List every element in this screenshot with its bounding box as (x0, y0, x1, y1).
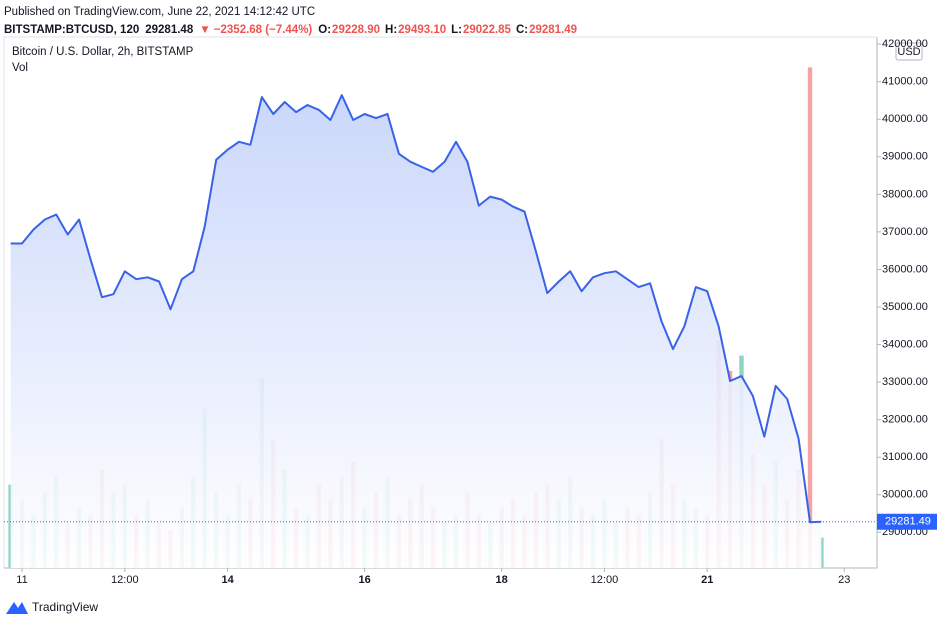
y-tick-label: 33000.00 (882, 376, 928, 388)
legend-vol: Vol (12, 62, 28, 74)
x-tick-label: 12:00 (111, 574, 139, 586)
x-tick-label: 21 (701, 574, 713, 586)
y-tick-label: 37000.00 (882, 226, 928, 238)
y-tick-label: 34000.00 (882, 338, 928, 350)
plot (8, 67, 824, 568)
y-tick-label: 40000.00 (882, 113, 928, 125)
price-line (10, 94, 822, 524)
brand: TradingView (32, 600, 98, 614)
logo (6, 602, 28, 614)
last-price: 29281.48 (145, 24, 194, 36)
y-tick-label: 38000.00 (882, 188, 928, 200)
volume-bar (8, 484, 13, 568)
ohlc-label: C: (516, 24, 528, 36)
ohlc-label: L: (451, 24, 462, 36)
y-tick-label: 31000.00 (882, 451, 928, 463)
ohlc-value: 29493.10 (398, 24, 446, 36)
last-price-label: 29281.49 (885, 516, 931, 528)
y-tick-label: 32000.00 (882, 414, 928, 426)
volume-bar (807, 67, 813, 568)
y-tick-label: 30000.00 (882, 489, 928, 501)
currency: USD (897, 46, 920, 58)
ohlc-label: H: (385, 24, 397, 36)
ohlc-value: 29228.90 (332, 24, 380, 36)
area (10, 95, 822, 568)
ohlc-label: O: (318, 24, 331, 36)
ohlc-value: 29281.49 (529, 24, 577, 36)
volume-bar (819, 537, 824, 568)
x-tick-label: 16 (358, 574, 370, 586)
x-tick-label: 11 (16, 574, 27, 586)
ohlc-value: 29022.85 (463, 24, 512, 36)
y-tick-label: 36000.00 (882, 263, 928, 275)
symbol: BITSTAMP:BTCUSD, 120 (4, 24, 139, 36)
x-tick-label: 14 (221, 574, 234, 586)
x-tick-label: 23 (838, 574, 850, 586)
last-price-box (877, 513, 937, 530)
y-tick-label: 41000.00 (882, 76, 928, 88)
y-tick-label: 42000.00 (882, 38, 928, 50)
y-tick-label: 39000.00 (882, 151, 928, 163)
published: Published on TradingView.com, June 22, 2… (4, 6, 315, 18)
x-tick-label: 12:00 (591, 574, 619, 586)
x-tick-label: 18 (496, 574, 508, 586)
header-row: BITSTAMP:BTCUSD, 120 29281.48 ▼ −2352.68 (… (4, 24, 577, 36)
change: ▼ −2352.68 (−7.44%) (199, 24, 312, 36)
currency-box (895, 42, 923, 61)
legend-title: Bitcoin / U.S. Dollar, 2h, BITSTAMP (12, 46, 194, 58)
y-tick-label: 35000.00 (882, 301, 928, 313)
